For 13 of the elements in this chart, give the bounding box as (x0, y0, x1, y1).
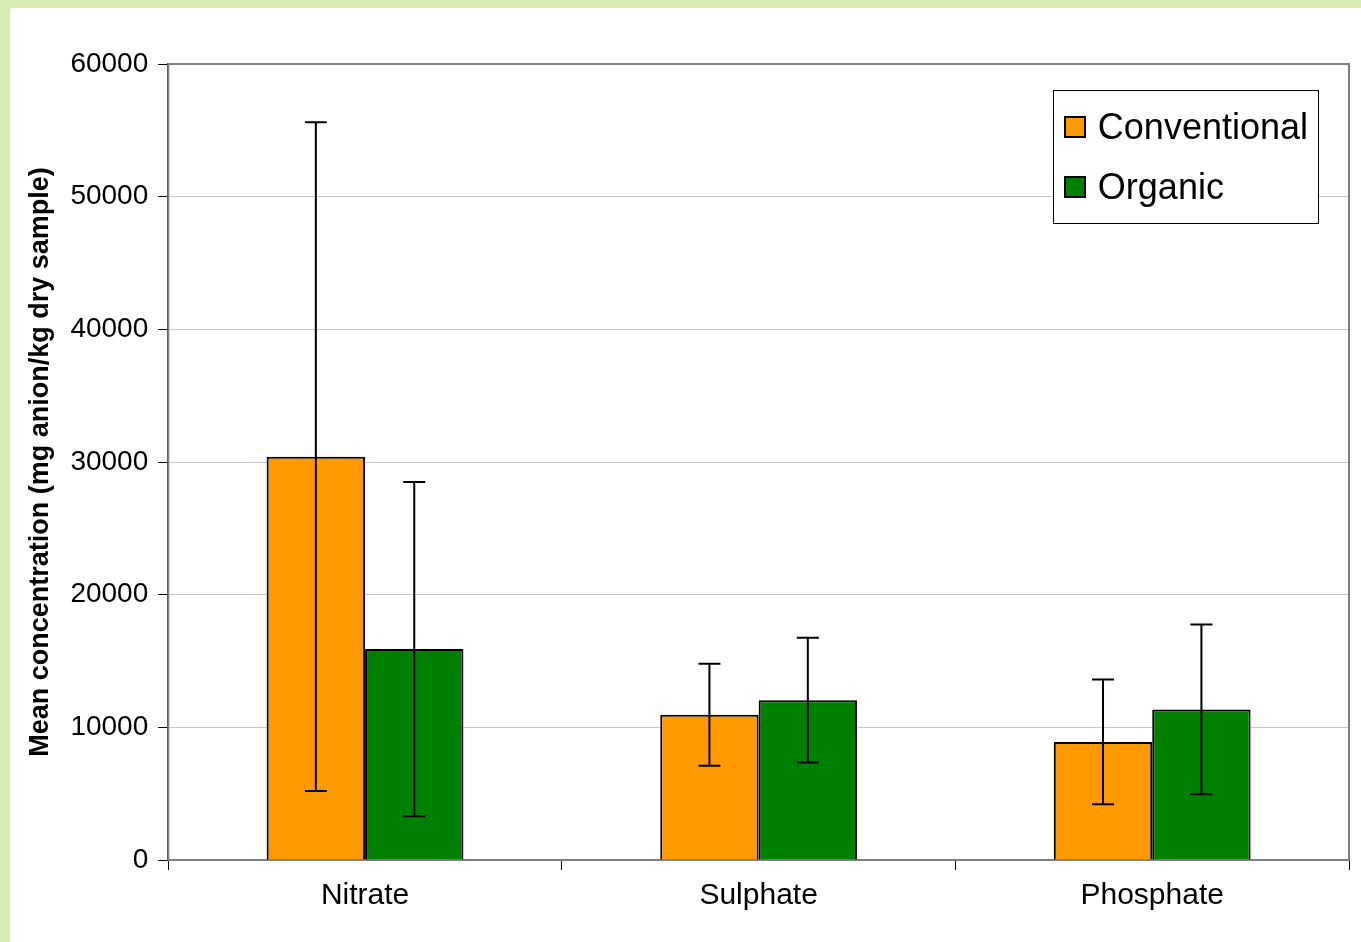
x-tick-label: Phosphate (1080, 877, 1224, 911)
y-axis-title: Mean concentration (mg anion/kg dry sample) (23, 167, 54, 757)
y-tick-label: 0 (132, 842, 149, 874)
x-tick-label: Nitrate (320, 877, 410, 911)
y-tick-label: 20000 (70, 577, 149, 609)
legend-label: Organic (1097, 166, 1224, 208)
legend-label: Conventional (1097, 106, 1308, 148)
y-tick-label: 60000 (70, 46, 149, 78)
y-tick-label: 10000 (70, 710, 149, 742)
y-tick-label: 50000 (70, 179, 149, 211)
y-tick-label: 40000 (70, 312, 149, 344)
y-tick-label: 30000 (70, 444, 149, 476)
x-tick-label: Sulphate (699, 877, 818, 911)
